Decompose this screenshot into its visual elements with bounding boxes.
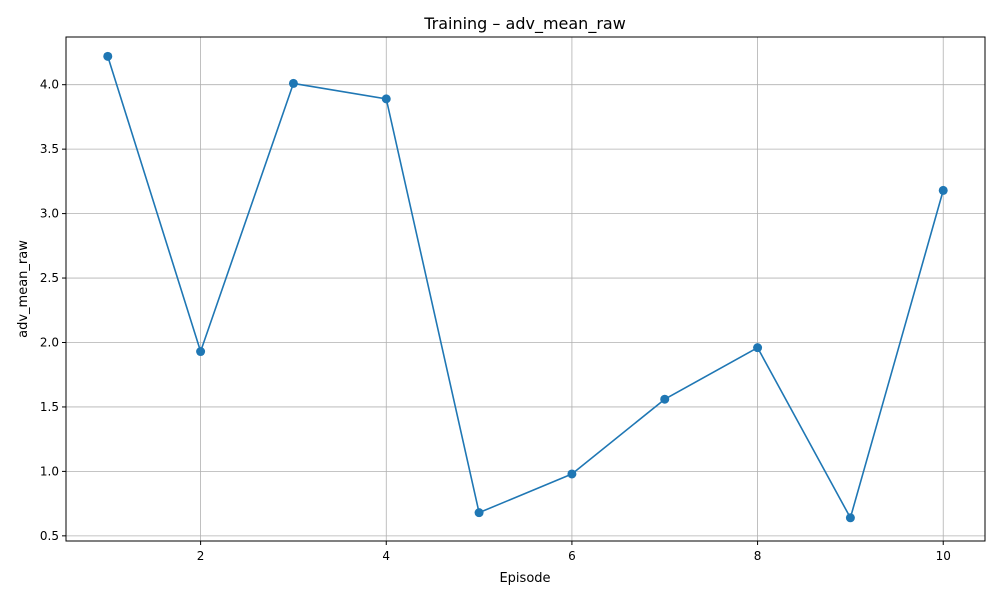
x-tick-label: 4 — [382, 549, 390, 563]
data-point — [567, 469, 577, 479]
data-point — [938, 185, 948, 195]
x-tick-label: 2 — [197, 549, 205, 563]
x-tick-label: 8 — [754, 549, 762, 563]
y-tick-label: 2.5 — [40, 271, 59, 285]
x-tick-label: 6 — [568, 549, 576, 563]
data-point — [103, 51, 113, 61]
x-axis-label: Episode — [499, 571, 550, 586]
data-series — [103, 51, 948, 523]
data-point — [474, 508, 484, 518]
y-tick-label: 2.0 — [40, 335, 59, 349]
data-point — [753, 343, 763, 353]
data-point — [845, 513, 855, 523]
y-tick-label: 3.0 — [40, 207, 59, 221]
y-tick-label: 0.5 — [40, 529, 59, 543]
data-point — [288, 78, 298, 88]
data-point — [381, 94, 391, 104]
data-point — [196, 347, 206, 357]
axis-ticks: 2 4 6 8 10 0.5 1.0 1.5 2.0 2.5 3.0 3.5 4.0 — [40, 78, 951, 563]
y-tick-label: 1.5 — [40, 400, 59, 414]
grid-lines — [66, 37, 985, 541]
y-tick-label: 3.5 — [40, 142, 59, 156]
data-point — [660, 394, 670, 404]
y-tick-label: 4.0 — [40, 78, 59, 92]
y-axis-label: adv_mean_raw — [16, 240, 31, 338]
series-line — [107, 56, 944, 519]
y-tick-label: 1.0 — [40, 464, 59, 478]
x-tick-label: 10 — [936, 549, 951, 563]
chart-title: Training – adv_mean_raw — [423, 14, 626, 34]
plot-area-frame — [65, 36, 986, 542]
